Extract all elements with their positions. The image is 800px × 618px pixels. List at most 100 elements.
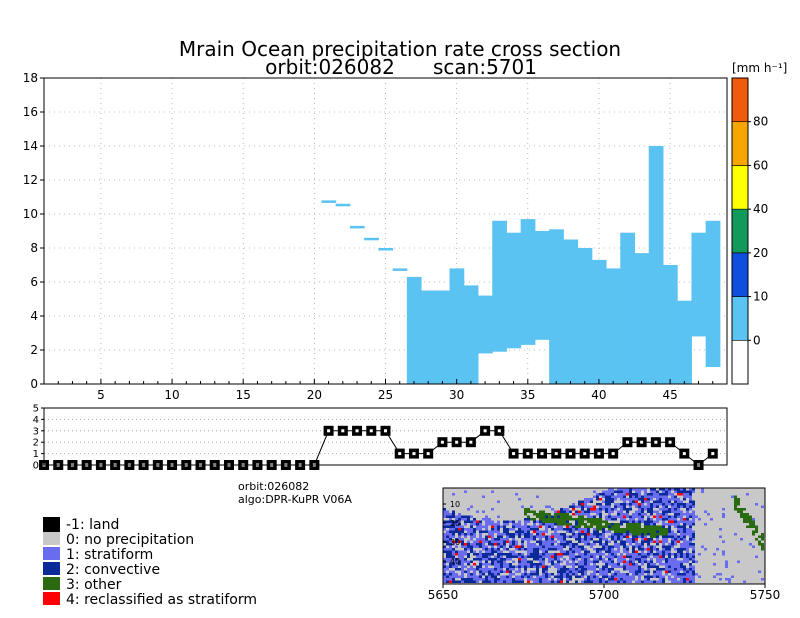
swath-cell: [545, 580, 548, 583]
swath-cell: [638, 580, 641, 583]
swath-cell: [761, 543, 764, 546]
swath-cell: [743, 580, 746, 583]
swath-cell: [674, 543, 677, 546]
swath-cell: [491, 525, 494, 528]
swath-cell: [668, 565, 671, 568]
swath-cell: [614, 498, 617, 501]
swath-cell: [488, 550, 491, 553]
swath-cell: [593, 570, 596, 573]
swath-cell: [761, 533, 764, 536]
swath-cell: [587, 578, 590, 581]
swath-cell: [602, 545, 605, 548]
swath-cell: [500, 550, 503, 553]
swath-cell: [599, 503, 602, 506]
swath-cell: [632, 535, 635, 538]
swath-cell: [467, 560, 470, 563]
swath-cell: [587, 560, 590, 563]
swath-cell: [512, 533, 515, 536]
swath-cell: [587, 575, 590, 578]
swath-cell: [668, 553, 671, 556]
swath-cell: [494, 563, 497, 566]
swath-cell: [548, 523, 551, 526]
main-x-tick-label: 35: [520, 388, 535, 402]
swath-cell: [602, 500, 605, 503]
swath-cell: [614, 528, 617, 531]
swath-cell: [683, 520, 686, 523]
swath-cell: [674, 518, 677, 521]
swath-cell: [671, 510, 674, 513]
swath-cell: [647, 515, 650, 518]
swath-cell: [539, 578, 542, 581]
swath-cell: [689, 538, 692, 541]
swath-cell: [665, 538, 668, 541]
swath-cell: [635, 555, 638, 558]
swath-cell: [653, 495, 656, 498]
swath-cell: [605, 575, 608, 578]
swath-cell: [653, 575, 656, 578]
swath-cell: [560, 525, 563, 528]
swath-cell: [671, 553, 674, 556]
swath-cell: [653, 548, 656, 551]
swath-cell: [617, 510, 620, 513]
swath-cell: [683, 580, 686, 583]
swath-cell: [653, 510, 656, 513]
swath-cell: [578, 503, 581, 506]
swath-cell: [590, 508, 593, 511]
swath-cell: [569, 525, 572, 528]
orbit-subtitle: orbit:026082: [265, 55, 395, 79]
swath-cell: [500, 543, 503, 546]
swath-cell: [656, 528, 659, 531]
swath-cell: [623, 488, 626, 491]
swath-cell: [641, 528, 644, 531]
swath-cell: [446, 533, 449, 536]
swath-cell: [644, 575, 647, 578]
main-y-tick-label: 8: [30, 241, 38, 255]
swath-cell: [458, 563, 461, 566]
swath-cell: [572, 530, 575, 533]
swath-cell: [665, 510, 668, 513]
swath-cell: [683, 570, 686, 573]
swath-cell: [683, 488, 686, 491]
swath-cell: [581, 540, 584, 543]
swath-cell: [683, 533, 686, 536]
swath-cell: [617, 533, 620, 536]
swath-cell: [635, 573, 638, 576]
swath-cell: [692, 513, 695, 516]
swath-cell: [512, 550, 515, 553]
swath-cell: [650, 513, 653, 516]
swath-cell: [503, 560, 506, 563]
swath-cell: [662, 520, 665, 523]
swath-cell: [578, 513, 581, 516]
swath-cell: [452, 520, 455, 523]
swath-cell: [638, 560, 641, 563]
swath-cell: [674, 553, 677, 556]
swath-cell: [689, 575, 692, 578]
swath-cell: [605, 568, 608, 571]
swath-cell: [758, 535, 761, 538]
swath-cell: [671, 535, 674, 538]
swath-cell: [647, 498, 650, 501]
swath-cell: [548, 515, 551, 518]
swath-cell: [680, 563, 683, 566]
swath-cell: [683, 535, 686, 538]
swath-cell: [608, 495, 611, 498]
swath-cell: [641, 540, 644, 543]
type-marker-center: [455, 440, 459, 444]
swath-cell: [638, 565, 641, 568]
swath-cell: [545, 543, 548, 546]
swath-cell: [608, 503, 611, 506]
swath-cell: [464, 490, 467, 493]
swath-cell: [719, 528, 722, 531]
swath-cell: [686, 543, 689, 546]
swath-cell: [545, 575, 548, 578]
swath-cell: [479, 558, 482, 561]
swath-cell: [470, 578, 473, 581]
swath-cell: [638, 513, 641, 516]
swath-cell: [500, 558, 503, 561]
swath-cell: [602, 580, 605, 583]
swath-cell: [497, 573, 500, 576]
swath-cell: [506, 565, 509, 568]
swath-cell: [671, 578, 674, 581]
swath-cell: [452, 525, 455, 528]
